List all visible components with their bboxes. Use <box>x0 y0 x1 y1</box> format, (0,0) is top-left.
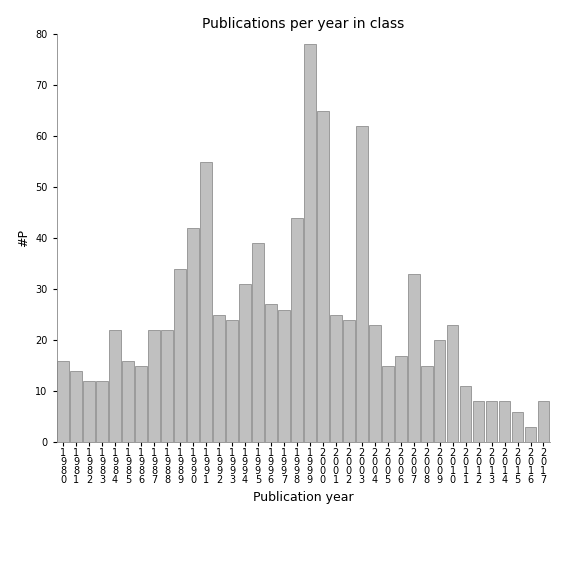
Y-axis label: #P: #P <box>17 229 29 247</box>
Bar <box>460 386 471 442</box>
Bar <box>317 111 329 442</box>
Bar <box>161 330 173 442</box>
Bar <box>304 44 316 442</box>
Bar <box>473 401 484 442</box>
Bar <box>96 381 108 442</box>
Bar <box>226 320 238 442</box>
Bar <box>187 228 199 442</box>
X-axis label: Publication year: Publication year <box>253 491 354 504</box>
Bar <box>291 218 303 442</box>
Bar <box>395 356 407 442</box>
Bar <box>408 274 420 442</box>
Bar <box>499 401 510 442</box>
Bar <box>330 315 342 442</box>
Bar <box>70 371 82 442</box>
Bar <box>278 310 290 442</box>
Bar <box>174 269 186 442</box>
Bar <box>356 126 367 442</box>
Bar <box>421 366 433 442</box>
Bar <box>136 366 147 442</box>
Bar <box>538 401 549 442</box>
Bar <box>486 401 497 442</box>
Bar <box>252 243 264 442</box>
Bar <box>511 412 523 442</box>
Bar <box>57 361 69 442</box>
Bar <box>369 325 380 442</box>
Bar <box>239 284 251 442</box>
Bar <box>524 427 536 442</box>
Bar <box>200 162 212 442</box>
Bar <box>148 330 160 442</box>
Bar <box>122 361 134 442</box>
Bar <box>434 340 446 442</box>
Title: Publications per year in class: Publications per year in class <box>202 18 404 31</box>
Bar <box>343 320 354 442</box>
Bar <box>83 381 95 442</box>
Bar <box>265 304 277 442</box>
Bar <box>109 330 121 442</box>
Bar <box>213 315 225 442</box>
Bar <box>382 366 393 442</box>
Bar <box>447 325 459 442</box>
